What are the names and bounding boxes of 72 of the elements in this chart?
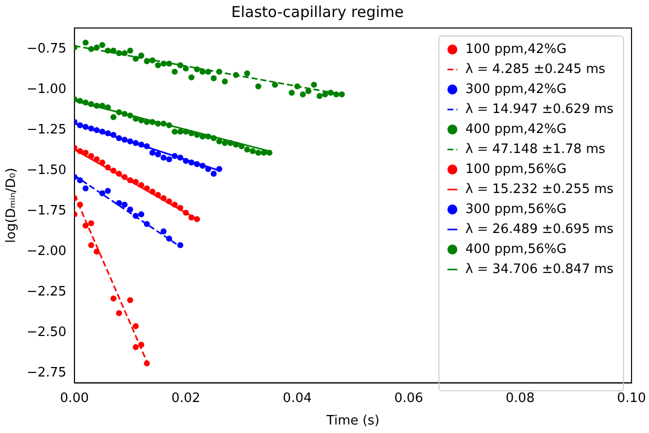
legend-label: 100 ppm,42%G — [465, 42, 567, 57]
point — [155, 62, 161, 68]
point — [149, 150, 156, 156]
x-tick-label: 0.06 — [394, 390, 424, 406]
point — [272, 82, 278, 88]
point — [160, 154, 167, 161]
y-tick-label: −2.50 — [26, 324, 66, 340]
point — [250, 148, 256, 154]
point — [132, 344, 139, 350]
legend-label: λ = 34.706 ±0.847 ms — [465, 262, 614, 277]
point — [110, 114, 116, 120]
point — [210, 75, 217, 82]
point — [116, 200, 122, 206]
point — [82, 40, 89, 46]
point — [104, 188, 111, 194]
legend-label: 300 ppm,42%G — [465, 82, 567, 97]
point — [244, 146, 250, 153]
point — [88, 242, 94, 248]
y-tick-label: −2.25 — [26, 284, 66, 300]
legend-label: λ = 14.947 ±0.629 ms — [465, 102, 614, 117]
point — [188, 74, 194, 80]
point — [288, 90, 295, 96]
point — [172, 128, 178, 135]
legend-label: 300 ppm,56%G — [465, 202, 567, 217]
point — [316, 93, 323, 100]
point — [99, 42, 106, 48]
legend-label: λ = 47.148 ±1.78 ms — [465, 142, 606, 157]
point — [222, 140, 228, 146]
point — [300, 91, 306, 98]
y-tick-label: −1.75 — [26, 203, 66, 218]
point — [88, 220, 94, 226]
x-axis-title: Time (s) — [326, 414, 380, 429]
point — [110, 296, 116, 302]
y-tick-label: −2.00 — [26, 244, 66, 259]
legend-label: λ = 26.489 ±0.695 ms — [465, 222, 614, 237]
point — [172, 68, 178, 75]
y-axis-title: log(Dₘᵢₙ/D₀) — [4, 168, 20, 243]
chart-title: Elasto-capillary regime — [231, 2, 404, 21]
y-tick-label: −1.50 — [26, 162, 66, 178]
legend-label: 100 ppm,56%G — [465, 162, 567, 177]
point — [127, 48, 134, 54]
x-tick-label: 0.02 — [171, 390, 200, 406]
legend-label: 400 ppm,56%G — [465, 242, 567, 257]
y-tick-label: −2.75 — [26, 365, 66, 380]
point — [322, 91, 328, 98]
x-tick-label: 0.08 — [506, 390, 535, 406]
y-tick-label: −1.25 — [26, 122, 66, 138]
point — [116, 310, 122, 316]
point — [122, 202, 128, 208]
point — [255, 83, 262, 90]
point — [155, 151, 161, 158]
legend-label: 400 ppm,42%G — [465, 122, 567, 137]
point — [166, 156, 172, 162]
point — [177, 128, 184, 135]
legend-label: λ = 4.285 ±0.245 ms — [465, 62, 606, 77]
point — [138, 211, 144, 218]
point — [222, 78, 228, 84]
y-tick-label: −1.00 — [26, 82, 66, 97]
y-tick-label: −0.75 — [26, 41, 66, 56]
point — [132, 323, 139, 330]
point — [127, 297, 134, 304]
point — [210, 170, 217, 177]
point — [160, 228, 167, 234]
point — [310, 82, 317, 88]
x-tick-label: 0.04 — [282, 390, 312, 406]
point — [255, 150, 262, 156]
point — [244, 70, 250, 76]
legend-label: λ = 15.232 ±0.255 ms — [465, 182, 614, 197]
point — [82, 185, 89, 192]
x-tick-label: 0.10 — [617, 390, 646, 406]
point — [144, 360, 150, 366]
x-tick-label: 0.00 — [60, 390, 89, 406]
